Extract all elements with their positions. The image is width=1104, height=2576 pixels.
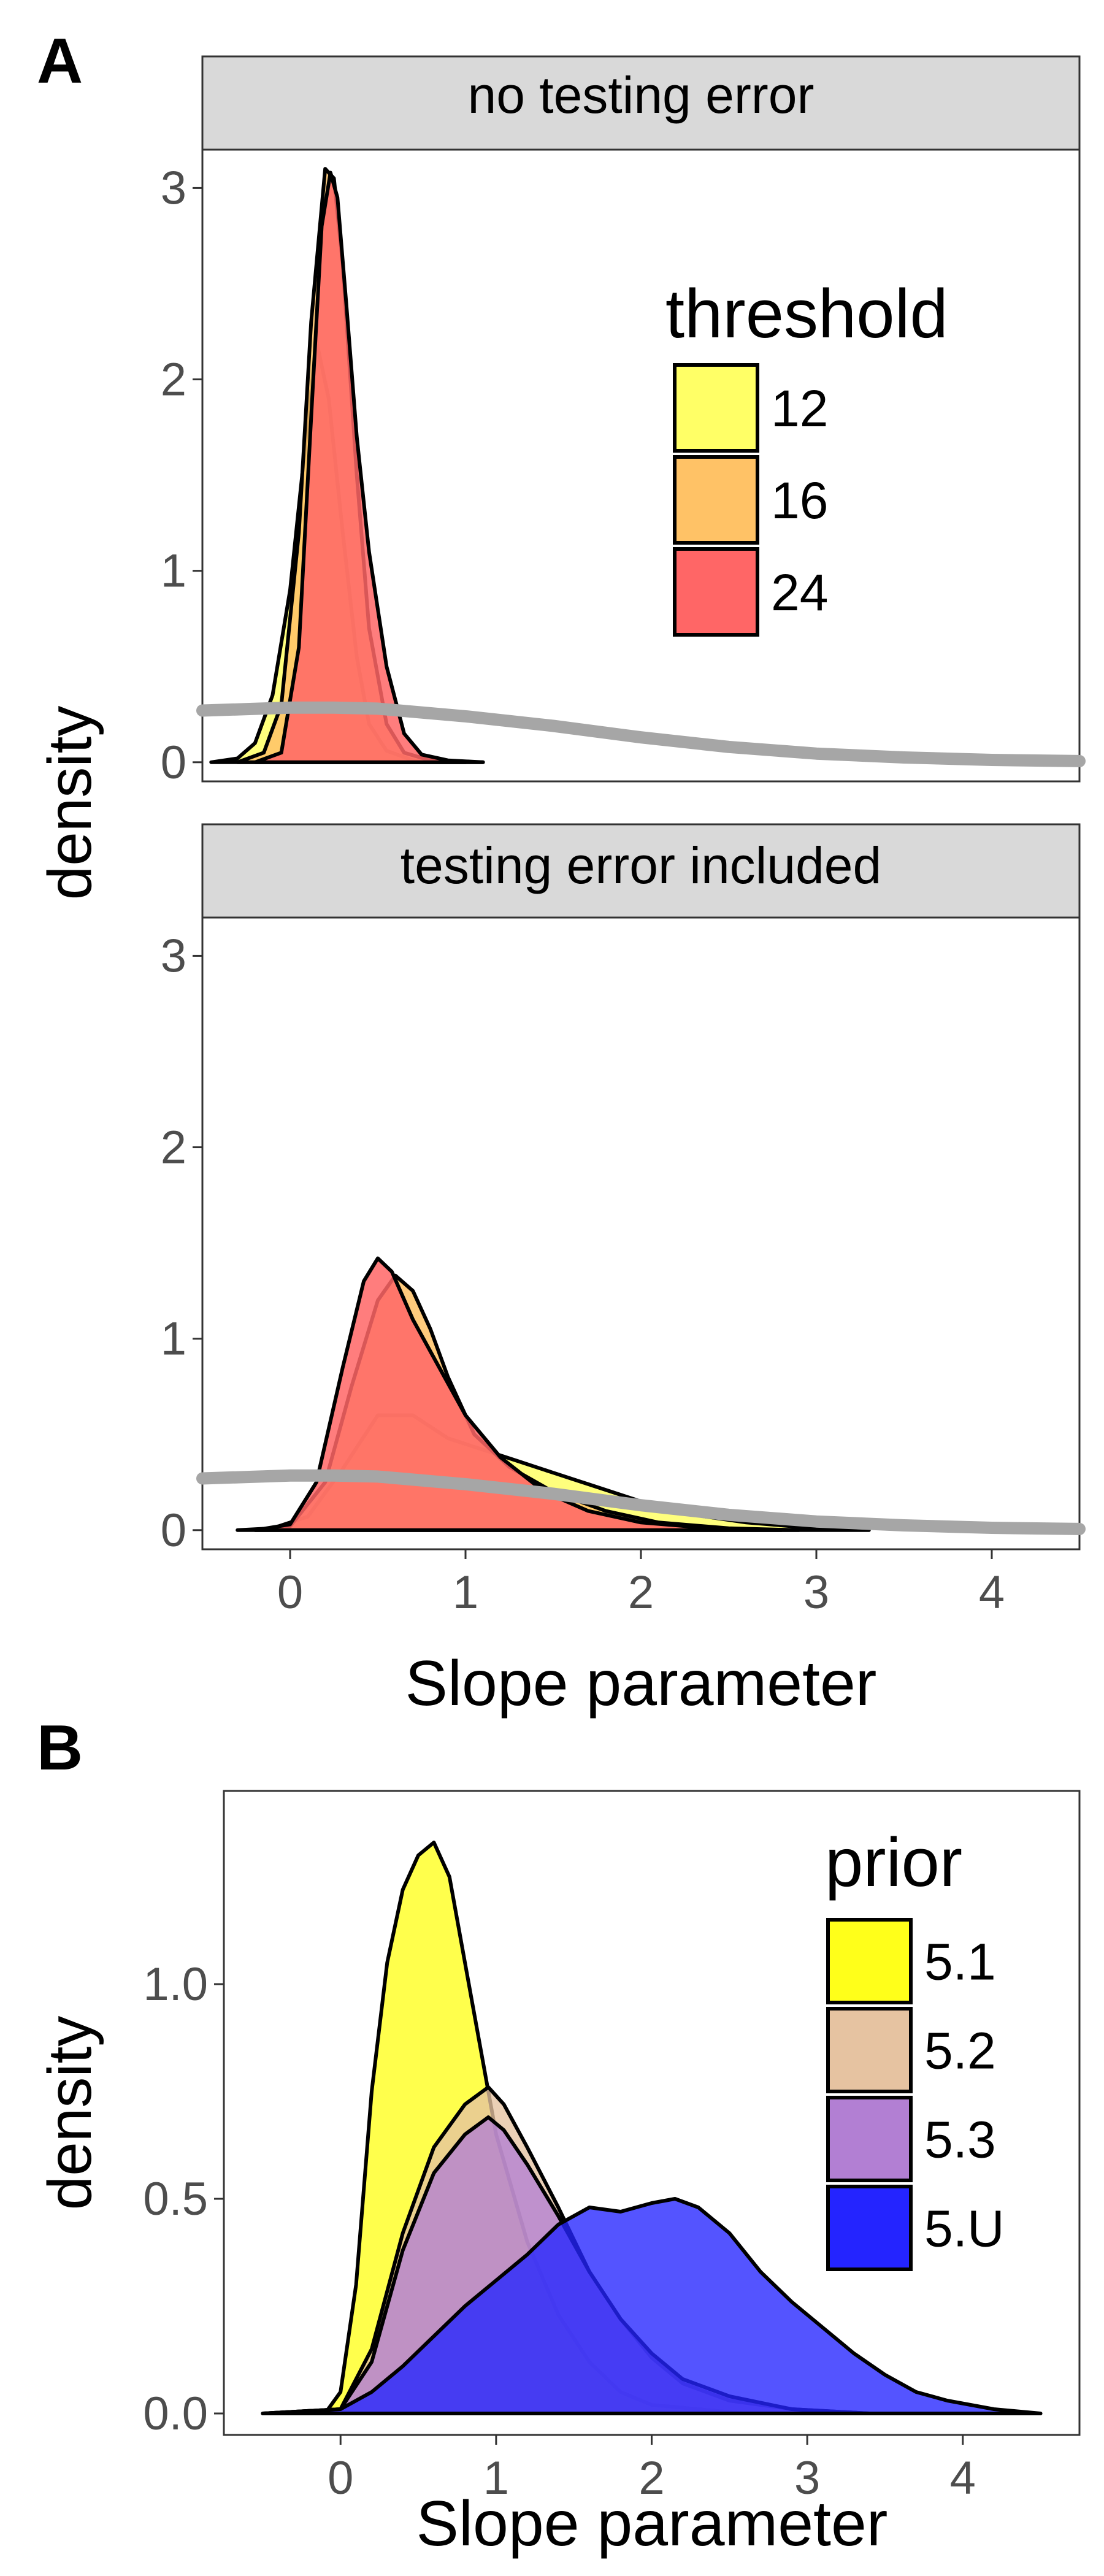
y-axis-facet-1: 0 1 2 3 <box>161 162 202 789</box>
panel-b-xtick-label: 4 <box>950 2452 976 2504</box>
panel-b-legend-label-5-2: 5.2 <box>924 2022 996 2080</box>
panel-b-legend-label-5-u: 5.U <box>924 2200 1005 2258</box>
x-axis-title-b: Slope parameter <box>416 2488 888 2559</box>
panel-a-legend-key-12 <box>673 363 759 453</box>
panel-a-xtick-label: 1 <box>453 1566 478 1619</box>
series-layer-facet-2 <box>196 1256 1086 1535</box>
panel-a-xtick-label: 3 <box>803 1566 829 1619</box>
panel-b-xtick-label: 0 <box>328 2452 353 2504</box>
legend-a-items: 12 16 24 <box>673 363 828 637</box>
facet-title-2: testing error included <box>401 837 881 894</box>
facet-2-ytick-label: 1 <box>161 1313 186 1365</box>
legend-title-a: threshold <box>665 275 948 352</box>
y-axis-title-b: density <box>36 2016 104 2210</box>
x-axis-b: 0 1 2 3 4 <box>328 2435 976 2504</box>
panel-b-ytick-label: 0.5 <box>143 2173 208 2225</box>
facet-1-density-24 <box>253 171 485 764</box>
panel-b-legend-label-5-3: 5.3 <box>924 2111 996 2169</box>
panel-b-density-5-u <box>261 2197 1043 2415</box>
panel-b-legend-label-5-1: 5.1 <box>924 1933 996 1991</box>
facet-2-prior-curve <box>196 1469 1086 1535</box>
legend-title-b: prior <box>825 1824 962 1901</box>
facet-1-prior-curve <box>196 701 1086 767</box>
facet-2-density-24 <box>253 1256 783 1532</box>
panel-a-label: A <box>37 26 83 97</box>
facet-2-ytick-label: 0 <box>161 1505 186 1557</box>
panel-a-legend-label-12: 12 <box>771 380 828 437</box>
facet-1-ytick-label: 1 <box>161 545 186 597</box>
legend-b: prior 5.1 5.2 5.3 5.U <box>825 1824 1005 2271</box>
facet-1-ytick-label: 0 <box>161 737 186 789</box>
series-layer-facet-1 <box>196 167 1086 767</box>
legend-b-items: 5.1 5.2 5.3 5.U <box>826 1918 1005 2271</box>
facet-1-ytick-label: 2 <box>161 354 186 406</box>
series-layer-b <box>261 1841 1043 2415</box>
panel-a-legend-key-16 <box>673 455 759 545</box>
facet-1-ytick-label: 3 <box>161 162 186 214</box>
facet-2-ytick-label: 2 <box>161 1122 186 1174</box>
panel-b-legend-key-5-2 <box>826 2007 913 2093</box>
panel-b-xtick-label: 1 <box>483 2452 509 2504</box>
y-axis-facet-2: 0 1 2 3 <box>161 930 202 1557</box>
facet-strip-2 <box>201 823 1081 919</box>
x-axis-title-a: Slope parameter <box>405 1648 877 1719</box>
panel-b-label: B <box>37 1712 83 1784</box>
panel-b-ytick-label: 1.0 <box>143 1958 208 2011</box>
panel-b-legend-key-5-3 <box>826 2096 913 2182</box>
facet-title-1: no testing error <box>468 66 815 124</box>
panel-a-xtick-label: 2 <box>628 1566 654 1619</box>
legend-a: threshold 12 16 24 <box>665 275 948 637</box>
panel-b-legend-key-5-u <box>826 2185 913 2271</box>
y-axis-b: 0.0 0.5 1.0 <box>143 1958 224 2440</box>
panel-a-legend-key-24 <box>673 547 759 637</box>
x-axis-panel-a: 0 1 2 3 4 <box>277 1549 1005 1619</box>
panel-a-xtick-label: 4 <box>979 1566 1005 1619</box>
facet-testing-error-included: testing error included 0 1 2 3 0 1 2 3 4 <box>161 823 1086 1619</box>
panel-b-ytick-label: 0.0 <box>143 2388 208 2440</box>
panel-b: B 0.0 0.5 1.0 0 1 2 3 4 density Slope paramete… <box>36 1712 1081 2559</box>
panel-b-legend-key-5-1 <box>826 1918 913 2004</box>
panel-b-xtick-label: 3 <box>794 2452 820 2504</box>
facet-2-ytick-label: 3 <box>161 930 186 982</box>
panel-b-xtick-label: 2 <box>638 2452 664 2504</box>
panel-a-legend-label-24: 24 <box>771 564 828 621</box>
panel-a-xtick-label: 0 <box>277 1566 303 1619</box>
y-axis-title-a: density <box>36 706 104 900</box>
panel-a-legend-label-16: 16 <box>771 472 828 529</box>
